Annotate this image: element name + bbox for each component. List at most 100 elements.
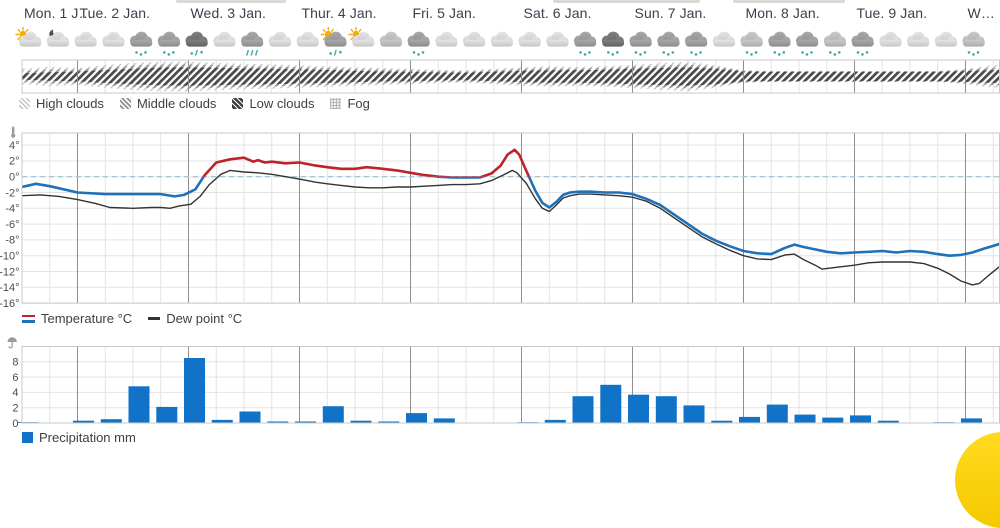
precip-bar [766, 404, 788, 423]
feedback-fab-button[interactable] [955, 432, 1000, 528]
weather-icon-sun-cloud [15, 26, 42, 47]
day-label: Sun. 7 Jan. [634, 5, 707, 21]
temp-axis-tick: 4° [9, 140, 20, 152]
precip-bar [822, 417, 844, 423]
precip-bar [184, 358, 205, 423]
weather-icon-moon-cloud [46, 29, 70, 47]
fog-label: Fog [347, 96, 370, 111]
dew-point-line [21, 169, 1000, 286]
precip-bar [711, 420, 733, 423]
cloud-shape [46, 31, 70, 47]
cloud-shape [796, 31, 819, 47]
cloud-shape [407, 31, 430, 47]
low-clouds-label: Low clouds [249, 96, 315, 111]
precip-axis-tick: 0 [12, 418, 18, 430]
precip-bar [406, 413, 427, 423]
cloud-shape [296, 31, 319, 47]
meteogram-canvas: 4° 2° 0° -2° -4° -6° -8° -10° -12° -14° -16° 8 6 4 2 0 [0, 26, 1000, 430]
cloud-shape [518, 31, 541, 47]
precip-bar [739, 416, 760, 423]
weather-icon-cloud [296, 31, 319, 47]
cloud-shape [435, 31, 458, 47]
temperature-legend: Temperature °C Dew point °C [22, 311, 258, 326]
cloud-shape [157, 31, 181, 47]
temperature-line-above-zero [202, 148, 531, 177]
umbrella-icon [7, 337, 17, 349]
precip-bar [600, 384, 622, 424]
weather-icon-cloud [379, 31, 403, 47]
weather-icon-cloud-snow [601, 31, 625, 56]
temp-axis-tick: -12° [0, 266, 20, 278]
weather-icon-cloud [546, 31, 569, 47]
weather-icon-cloud-snow [130, 31, 153, 56]
precip-axis-tick: 6 [12, 372, 18, 384]
cloud-shape [962, 31, 985, 47]
temp-axis-tick: -4° [5, 203, 19, 215]
weather-icon-sun-cloud [348, 26, 375, 47]
temp-axis-tick: -8° [5, 235, 19, 247]
weather-icon-cloud-snow [796, 31, 819, 56]
cloud-shape [768, 31, 791, 47]
dew-point-label: Dew point °C [166, 311, 243, 326]
cloud-shape [324, 31, 347, 47]
day-label: Tue. 9 Jan. [856, 5, 928, 21]
temp-axis-tick: -10° [0, 251, 20, 263]
precip-bar [877, 420, 899, 423]
temperature-chart: 4° 2° 0° -2° -4° -6° -8° -10° -12° -14° -16° [0, 126, 1000, 310]
cloud-shape [601, 31, 625, 47]
weather-icon-cloud [879, 31, 902, 47]
weather-icon-cloud-snow [962, 31, 985, 56]
day-label: Fri. 5 Jan. [412, 5, 476, 21]
cloud-shape [629, 31, 652, 47]
precip-bar [322, 406, 344, 423]
temperature-label: Temperature °C [41, 311, 133, 326]
weather-icon-cloud-snow [768, 31, 791, 56]
weather-icon-cloud-snow [657, 31, 680, 56]
precip-axis-tick: 4 [12, 387, 18, 399]
cloud-shape [463, 31, 486, 47]
precip-bar [683, 405, 705, 423]
precip-bar [267, 421, 289, 423]
cutoff-element-strip [553, 0, 700, 3]
cloud-shape [268, 31, 292, 47]
day-label: Tue. 2 Jan. [79, 5, 151, 21]
precip-bar [628, 394, 649, 423]
weather-icon-cloud-snow [574, 31, 597, 56]
precip-bar [378, 421, 400, 423]
temp-axis-tick: -6° [5, 219, 19, 231]
weather-icon-cloud-snow [157, 31, 181, 56]
weather-icon-cloud [74, 31, 97, 47]
weather-icon-cloud-snow [407, 31, 430, 56]
temp-axis-tick: -16° [0, 298, 20, 310]
day-label: Wed. 3 Jan. [190, 5, 267, 21]
high-clouds-label: High clouds [36, 96, 104, 111]
cloud-shape [740, 31, 763, 47]
cloud-shape [851, 31, 874, 47]
precip-bar [239, 411, 261, 423]
fog-swatch [330, 98, 342, 109]
precip-bar [156, 406, 178, 423]
precipitation-chart: 8 6 4 2 0 [7, 337, 1000, 430]
cloud-shape [934, 31, 958, 47]
precip-bar [295, 421, 316, 423]
day-label: Sat. 6 Jan. [523, 5, 592, 21]
weather-icon-cloud-snow [823, 31, 847, 56]
weather-icon-cloud [490, 31, 514, 47]
cloud-shape [213, 31, 236, 47]
cloud-shape [574, 31, 597, 47]
cloud-shape [19, 31, 42, 47]
cloud-cover-legend: High clouds Middle clouds Low clouds Fog [19, 96, 386, 111]
precip-bar [961, 418, 982, 423]
temperature-line-swatch [22, 314, 35, 323]
weather-icon-cloud [463, 31, 486, 47]
cloud-shape [379, 31, 403, 47]
cutoff-element-strip [176, 0, 286, 3]
cloud-shape [685, 31, 708, 47]
cutoff-element-strip [733, 0, 845, 3]
weather-icon-cloud-snow [685, 31, 708, 56]
precip-bar [100, 419, 122, 423]
weather-icon-cloud [102, 31, 125, 47]
weather-icon-cloud [435, 31, 458, 47]
weather-icon-cloud-snow [851, 31, 874, 56]
